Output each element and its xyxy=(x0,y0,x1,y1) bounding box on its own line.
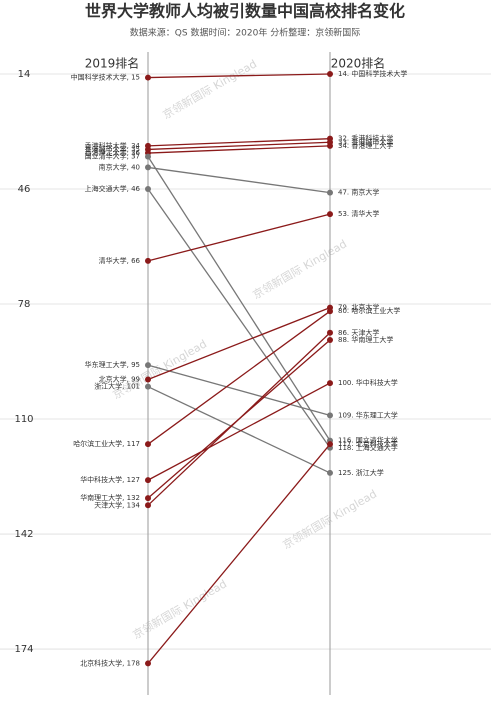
label-2020: 47. 南京大学 xyxy=(338,188,379,197)
dot xyxy=(145,74,151,81)
label-2019: 清华大学, 66 xyxy=(99,256,141,265)
column-header: 2020排名 xyxy=(331,56,386,71)
y-tick-label: 142 xyxy=(14,529,33,540)
label-2020: 14. 中国科学技术大学 xyxy=(338,69,407,78)
label-2020: 118. 上海交通大学 xyxy=(338,443,398,452)
dot xyxy=(145,495,151,502)
dot xyxy=(327,142,333,149)
dot xyxy=(327,412,333,419)
label-2019: 北京科技大学, 178 xyxy=(80,658,140,667)
watermark: 京领新国际 Kinglead xyxy=(130,577,229,642)
label-2020: 86. 天津大学 xyxy=(338,328,379,337)
slope-line xyxy=(147,166,331,194)
dot xyxy=(145,376,151,383)
chart-title: 世界大学教师人均被引数量中国高校排名变化 xyxy=(85,2,405,21)
label-2020: 79. 北京大学 xyxy=(338,303,379,312)
dot xyxy=(145,185,151,192)
label-2019: 香港理工大学, 36 xyxy=(85,148,141,157)
label-2019: 华东理工大学, 95 xyxy=(85,360,140,369)
dot xyxy=(145,383,151,390)
label-2019: 华南理工大学, 132 xyxy=(80,493,140,502)
dot xyxy=(145,164,151,171)
chart-subtitle: 数据来源：QS 数据时间：2020年 分析整理：京领新国际 xyxy=(130,27,360,39)
watermark: 京领新国际 Kinglead xyxy=(250,237,349,302)
label-2019: 中国科学技术大学, 15 xyxy=(71,73,140,82)
dot xyxy=(145,153,151,160)
dot xyxy=(327,70,333,77)
y-tick-label: 46 xyxy=(18,184,31,195)
label-2019: 国立清华大学, 37 xyxy=(85,152,140,161)
dot xyxy=(145,362,151,369)
label-2020: 80. 哈尔滨工业大学 xyxy=(338,306,400,315)
slope-line xyxy=(147,156,331,441)
y-tick-label: 78 xyxy=(18,299,31,310)
slope-line xyxy=(147,213,331,262)
slope-line xyxy=(147,145,331,154)
label-2019: 浙江大学, 101 xyxy=(94,382,140,391)
dot xyxy=(145,502,151,509)
slope-line xyxy=(147,73,331,79)
label-2020: 32. 香港科技大学 xyxy=(338,134,393,143)
label-2020: 116. 国立清华大学 xyxy=(338,436,398,445)
label-2019: 天津大学, 134 xyxy=(94,500,140,509)
slope-line xyxy=(147,443,331,664)
y-tick-label: 174 xyxy=(14,644,33,655)
slope-line xyxy=(147,364,331,417)
slope-line xyxy=(147,141,331,151)
label-2020: 100. 华中科技大学 xyxy=(338,378,398,387)
label-2019: 南京大学, 40 xyxy=(99,162,140,171)
dot xyxy=(145,441,151,448)
slope-line xyxy=(147,188,331,449)
y-tick-label: 110 xyxy=(14,414,33,425)
label-2020: 34. 香港理工大学 xyxy=(338,141,393,150)
slope-line xyxy=(147,138,331,147)
slope-line xyxy=(147,332,331,506)
label-2019: 香港城市大学, 35 xyxy=(85,144,140,153)
label-2019: 华中科技大学, 127 xyxy=(80,475,140,484)
slope-line xyxy=(147,386,331,474)
label-2020: 33. 香港城市大学 xyxy=(338,137,393,146)
slope-line xyxy=(147,310,331,445)
slope-line xyxy=(147,306,331,381)
dot xyxy=(327,308,333,315)
label-2019: 上海交通大学, 46 xyxy=(85,184,141,193)
slope-line xyxy=(147,382,331,481)
label-2020: 125. 浙江大学 xyxy=(338,468,384,477)
dot xyxy=(327,469,333,476)
watermark: 京领新国际 Kinglead xyxy=(160,57,259,122)
dot xyxy=(145,477,151,484)
dot xyxy=(327,336,333,343)
label-2020: 117. 北京科技大学 xyxy=(338,439,398,448)
dot xyxy=(327,441,333,448)
label-2020: 109. 华东理工大学 xyxy=(338,410,398,419)
dot xyxy=(327,380,333,387)
dot xyxy=(327,211,333,218)
dot xyxy=(145,660,151,667)
dot xyxy=(327,189,333,196)
label-2019: 北京大学, 99 xyxy=(99,374,140,383)
column-header: 2019排名 xyxy=(85,56,140,71)
label-2019: 哈尔滨工业大学, 117 xyxy=(73,439,140,448)
label-2019: 香港科技大学, 34 xyxy=(85,141,141,150)
y-tick-label: 14 xyxy=(18,69,31,80)
dot xyxy=(145,257,151,264)
dot xyxy=(327,329,333,336)
label-2020: 88. 华南理工大学 xyxy=(338,335,393,344)
label-2020: 53. 清华大学 xyxy=(338,209,379,218)
